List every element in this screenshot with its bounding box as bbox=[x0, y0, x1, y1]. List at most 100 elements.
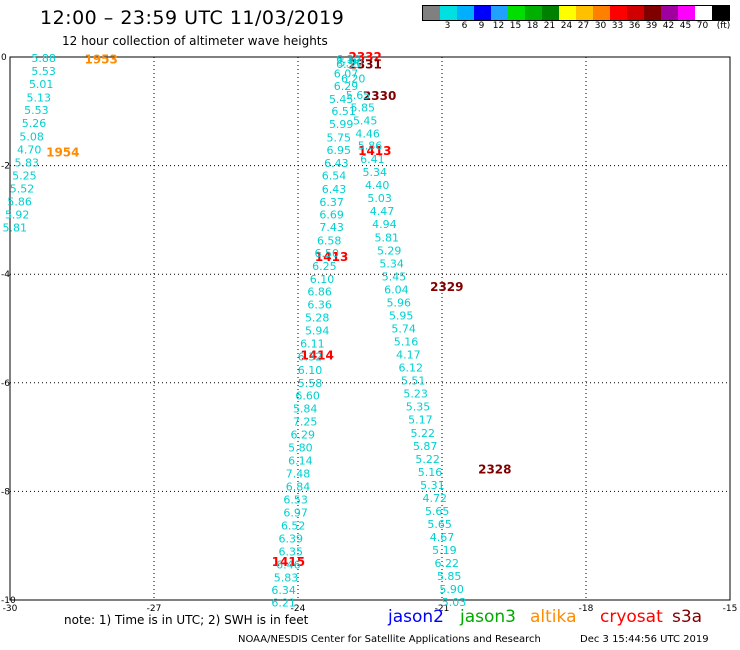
wave-height-label: 5.86 bbox=[358, 140, 383, 153]
wave-height-label: 5.34 bbox=[379, 257, 404, 270]
legend-swatch bbox=[440, 6, 457, 20]
legend-swatch bbox=[576, 6, 593, 20]
legend-swatch bbox=[627, 6, 644, 20]
wave-height-label: 6.97 bbox=[283, 507, 308, 520]
wave-height-label: 6.34 bbox=[271, 584, 296, 597]
wave-height-label: 5.16 bbox=[394, 336, 419, 349]
wave-height-label: 5.31 bbox=[420, 479, 445, 492]
legend-label: 18 bbox=[526, 21, 539, 31]
legend-swatch bbox=[474, 6, 491, 20]
legend-swatch bbox=[644, 6, 661, 20]
wave-height-label: 5.83 bbox=[15, 156, 40, 169]
legend-swatch bbox=[559, 6, 576, 20]
legend-swatch bbox=[457, 6, 474, 20]
legend-label: 39 bbox=[645, 21, 658, 31]
wave-height-label: 4.94 bbox=[372, 218, 397, 231]
wave-height-label: 5.94 bbox=[305, 325, 330, 338]
legend-swatch bbox=[712, 6, 729, 20]
wave-height-label: 4.40 bbox=[365, 179, 390, 192]
pass-time-label: 1954 bbox=[46, 146, 79, 160]
x-tick-label: -15 bbox=[723, 604, 738, 614]
legend-label: 6 bbox=[461, 21, 468, 31]
satellite-label-s3a: s3a bbox=[672, 607, 703, 627]
legend-label: 36 bbox=[628, 21, 641, 31]
legend-label: 21 bbox=[543, 21, 556, 31]
wave-height-label: 5.17 bbox=[408, 414, 433, 427]
chart-title: 12:00 – 23:59 UTC 11/03/2019 bbox=[40, 7, 345, 29]
wave-height-label: 5.58 bbox=[298, 377, 323, 390]
legend-label: 15 bbox=[509, 21, 522, 31]
y-tick-label: -10 bbox=[1, 596, 16, 606]
wave-height-label: 5.51 bbox=[401, 375, 426, 388]
pass-time-label: 2329 bbox=[430, 280, 463, 294]
wave-height-label: 6.86 bbox=[307, 286, 332, 299]
legend-swatch bbox=[423, 6, 440, 20]
pass-time-label: 1414 bbox=[300, 349, 333, 363]
wave-height-label: 4.17 bbox=[396, 349, 421, 362]
wave-height-label: 5.65 bbox=[425, 505, 450, 518]
wave-height-label: 5.90 bbox=[339, 56, 364, 69]
wave-height-label: 5.53 bbox=[31, 65, 56, 78]
wave-height-label: 4.70 bbox=[17, 143, 42, 156]
wave-height-label: 5.45 bbox=[353, 115, 378, 128]
wave-height-label: 5.22 bbox=[411, 427, 436, 440]
color-scale-labels: 3 6 9 12 15 18 21 24 27 30 33 36 39 42 45 70 (ft) bbox=[422, 21, 732, 33]
wave-height-label: 6.22 bbox=[435, 557, 460, 570]
pass-time-label: 2328 bbox=[478, 463, 511, 477]
wave-height-label: 6.30 bbox=[336, 53, 361, 66]
wave-height-label: 5.53 bbox=[24, 104, 49, 117]
legend-swatch bbox=[661, 6, 678, 20]
wave-height-label: 6.10 bbox=[310, 273, 335, 286]
wave-height-label: 6.41 bbox=[360, 153, 385, 166]
legend-label: 45 bbox=[679, 21, 692, 31]
wave-height-label: 6.69 bbox=[319, 208, 344, 221]
y-tick-label: -4 bbox=[1, 270, 10, 280]
wave-height-label: 6.50 bbox=[315, 247, 340, 260]
pass-time-label: 1953 bbox=[84, 53, 117, 67]
wave-height-label: 6.35 bbox=[336, 58, 361, 71]
pass-time-label: 1413 bbox=[315, 250, 348, 264]
legend-swatch bbox=[593, 6, 610, 20]
wave-height-label: 5.84 bbox=[293, 402, 318, 415]
wave-height-label: 5.22 bbox=[415, 453, 440, 466]
wave-height-label: 6.60 bbox=[295, 389, 320, 402]
pass-time-label: 1413 bbox=[358, 144, 391, 158]
wave-height-label: 6.53 bbox=[283, 494, 308, 507]
x-tick-label: -24 bbox=[291, 604, 306, 614]
wave-height-label: 6.43 bbox=[322, 183, 347, 196]
wave-height-label: 5.25 bbox=[12, 169, 37, 182]
timestamp: Dec 3 15:44:56 UTC 2019 bbox=[580, 634, 709, 645]
wave-height-label: 5.45 bbox=[329, 93, 354, 106]
wave-height-label: 5.96 bbox=[387, 296, 412, 309]
wave-height-label: 6.54 bbox=[322, 169, 347, 182]
wave-height-label: 5.13 bbox=[27, 92, 52, 105]
wave-height-label: 6.36 bbox=[307, 299, 332, 312]
wave-height-label: 6.10 bbox=[298, 364, 323, 377]
wave-height-label: 6.14 bbox=[288, 454, 313, 467]
legend-label: 3 bbox=[444, 21, 451, 31]
wave-height-label: 5.85 bbox=[437, 570, 462, 583]
wave-height-label: 5.35 bbox=[406, 401, 431, 414]
wave-height-label: 6.29 bbox=[334, 80, 359, 93]
wave-height-label: 6.11 bbox=[300, 338, 325, 351]
legend-swatch bbox=[491, 6, 508, 20]
wave-height-label: 5.81 bbox=[375, 231, 400, 244]
y-tick-label: 0 bbox=[1, 53, 7, 63]
wave-height-label: 5.87 bbox=[413, 440, 438, 453]
pass-time-label: 2330 bbox=[363, 89, 396, 103]
y-tick-label: -6 bbox=[1, 379, 10, 389]
x-tick-label: -21 bbox=[435, 604, 450, 614]
wave-height-label: 5.65 bbox=[346, 89, 371, 102]
wave-height-label: 6.21 bbox=[271, 597, 296, 610]
wave-height-label: 6.12 bbox=[399, 362, 424, 375]
legend-swatch bbox=[610, 6, 627, 20]
pass-time-label: 2331 bbox=[348, 58, 381, 72]
wave-height-label: 5.03 bbox=[367, 192, 392, 205]
credit-line: NOAA/NESDIS Center for Satellite Applica… bbox=[238, 634, 541, 645]
legend-swatch bbox=[542, 6, 559, 20]
wave-height-label: 4.67 bbox=[430, 531, 455, 544]
satellite-label-altika: altika bbox=[530, 607, 577, 627]
legend-swatch bbox=[695, 6, 712, 20]
wave-height-label: 5.34 bbox=[363, 166, 388, 179]
wave-height-label: 4.47 bbox=[370, 205, 395, 218]
